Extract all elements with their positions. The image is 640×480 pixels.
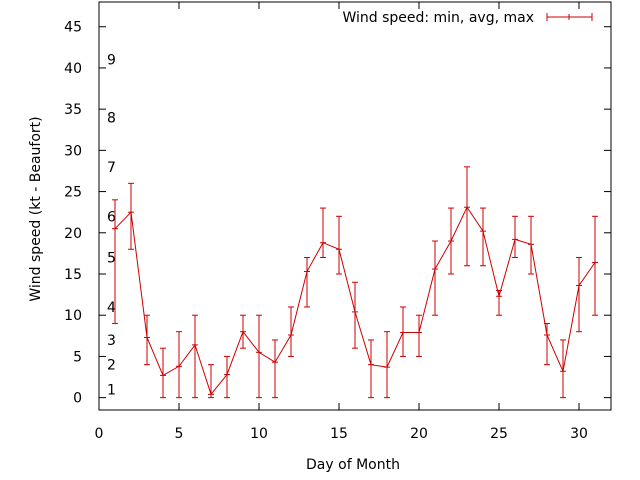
beaufort-label: 7 [107,160,116,176]
error-bar [128,182,134,250]
error-bar [352,281,358,349]
y-tick-label: 30 [64,143,82,159]
y-tick-label: 20 [64,226,82,242]
error-bar [432,240,438,316]
error-bar [384,331,390,399]
legend-label: Wind speed: min, avg, max [342,10,534,26]
y-tick-label: 0 [73,391,82,407]
x-tick-label: 10 [250,426,268,442]
y-tick-label: 45 [64,20,82,36]
beaufort-label: 4 [107,300,116,316]
error-bar [576,257,582,333]
error-bar [224,355,230,399]
error-bar [448,207,454,275]
error-bar [592,215,598,316]
error-bar [160,347,166,399]
error-bar [320,207,326,259]
y-axis-label: Wind speed (kt - Beaufort) [28,116,44,301]
error-bar [336,215,342,275]
error-bar [272,339,278,399]
error-bar [496,289,502,316]
y-tick-label: 15 [64,267,82,283]
error-bar [256,314,262,399]
y-tick-label: 35 [64,102,82,118]
data-series [112,166,598,399]
beaufort-label: 8 [107,110,116,126]
error-bar [112,199,118,324]
x-tick-label: 5 [175,426,184,442]
error-bar [480,207,486,267]
beaufort-label: 6 [107,209,116,225]
x-tick-label: 20 [410,426,428,442]
legend: Wind speed: min, avg, max [342,10,593,26]
error-bar [416,314,422,357]
y-tick-label: 40 [64,61,82,77]
beaufort-label: 5 [107,251,116,267]
error-bar [240,314,246,349]
x-tick-label: 0 [95,426,104,442]
x-tick-label: 30 [570,426,588,442]
x-tick-label: 25 [490,426,508,442]
plot-frame [98,1,612,411]
beaufort-scale-labels: 1 2 3 4 5 6 7 8 9 [107,53,116,399]
error-bar [144,314,150,366]
beaufort-label: 1 [107,382,116,398]
error-bar [368,339,374,399]
error-bar [528,215,534,275]
beaufort-label: 2 [107,358,116,374]
beaufort-label: 9 [107,53,116,69]
error-bar [304,257,310,308]
x-axis-label: Day of Month [306,457,400,473]
error-bar [176,331,182,399]
beaufort-label: 3 [107,333,116,349]
error-bar [560,339,566,399]
x-tick-label: 15 [330,426,348,442]
error-bar [512,215,518,259]
y-tick-label: 5 [73,349,82,365]
error-bar [288,306,294,357]
y-tick-label: 10 [64,308,82,324]
y-tick-label: 25 [64,185,82,201]
error-bar [464,166,470,267]
error-bar [208,364,214,399]
error-bar [400,306,406,357]
error-bar [192,314,198,399]
error-bar [544,322,550,366]
